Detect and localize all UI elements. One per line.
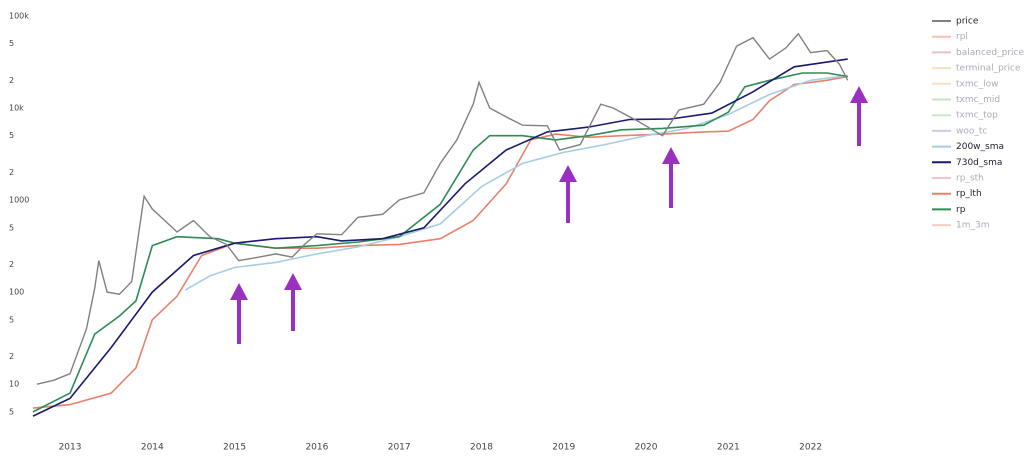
legend-item: 1m_3m bbox=[932, 221, 990, 231]
series-line bbox=[32, 58, 848, 417]
legend-item: rp bbox=[932, 205, 966, 215]
y-tick-label: 2 bbox=[9, 352, 14, 361]
y-tick-label: 5 bbox=[9, 315, 14, 324]
annotations bbox=[230, 86, 868, 344]
y-tick-label: 5 bbox=[9, 223, 14, 232]
series-line bbox=[32, 72, 848, 413]
y-tick-label: 2 bbox=[9, 168, 14, 177]
legend-label: woo_tc bbox=[956, 126, 987, 136]
x-tick-label: 2013 bbox=[59, 443, 82, 453]
y-tick-label: 10 bbox=[9, 380, 19, 389]
y-tick-label: 5 bbox=[9, 39, 14, 48]
arrow bbox=[850, 86, 868, 146]
legend-item: balanced_price bbox=[932, 48, 1024, 58]
series-line bbox=[184, 74, 848, 291]
legend-item: rp_sth bbox=[932, 174, 984, 184]
legend-label: balanced_price bbox=[956, 48, 1024, 58]
y-tick-label: 10k bbox=[9, 103, 24, 112]
legend-item: rpl bbox=[932, 32, 968, 42]
x-tick-label: 2014 bbox=[141, 443, 164, 453]
legend-item: woo_tc bbox=[932, 126, 987, 136]
y-tick-label: 100 bbox=[9, 288, 24, 297]
plot-area: 5 10 2 5 100 2 5 1000 2 5 10k 2 5 100k 2013 2014 2015 201… bbox=[9, 11, 849, 453]
x-tick-label: 2016 bbox=[305, 443, 328, 453]
legend-item: txmc_mid bbox=[932, 95, 1000, 105]
legend-label: rp_sth bbox=[956, 174, 984, 184]
x-tick-label: 2015 bbox=[223, 443, 246, 453]
series-line bbox=[36, 32, 849, 385]
arrow bbox=[284, 273, 302, 331]
y-tick-label: 1000 bbox=[9, 196, 29, 205]
legend-item: 730d_sma bbox=[932, 158, 1002, 168]
legend-label: 200w_sma bbox=[956, 142, 1004, 152]
x-tick-label: 2019 bbox=[552, 443, 575, 453]
y-tick-label: 100k bbox=[9, 11, 29, 20]
legend-label: rp_lth bbox=[956, 189, 982, 199]
legend-item: 200w_sma bbox=[932, 142, 1004, 152]
legend-label: txmc_low bbox=[956, 79, 998, 89]
x-tick-label: 2022 bbox=[799, 443, 822, 453]
legend-label: terminal_price bbox=[956, 64, 1021, 74]
legend-label: 1m_3m bbox=[956, 221, 990, 231]
arrow bbox=[662, 147, 680, 208]
legend-label: rp bbox=[956, 205, 966, 215]
legend-label: rpl bbox=[956, 32, 968, 42]
legend-item: txmc_top bbox=[932, 111, 998, 121]
legend-item: txmc_low bbox=[932, 79, 998, 89]
y-tick-label: 5 bbox=[9, 407, 14, 416]
arrow bbox=[230, 283, 248, 344]
y-tick-label: 2 bbox=[9, 76, 14, 85]
legend-label: 730d_sma bbox=[956, 158, 1002, 168]
x-tick-label: 2018 bbox=[470, 443, 493, 453]
legend-item: rp_lth bbox=[932, 189, 982, 199]
legend-item: price bbox=[932, 17, 979, 27]
x-tick-label: 2017 bbox=[388, 443, 411, 453]
arrow bbox=[559, 165, 577, 223]
legend-label: txmc_mid bbox=[956, 95, 1000, 105]
legend-label: txmc_top bbox=[956, 111, 998, 121]
legend-label: price bbox=[956, 17, 979, 27]
x-tick-label: 2021 bbox=[717, 443, 740, 453]
x-tick-label: 2020 bbox=[635, 443, 658, 453]
y-tick-label: 2 bbox=[9, 260, 14, 269]
legend-item: terminal_price bbox=[932, 64, 1021, 74]
series-line bbox=[32, 75, 848, 409]
y-tick-label: 5 bbox=[9, 131, 14, 140]
